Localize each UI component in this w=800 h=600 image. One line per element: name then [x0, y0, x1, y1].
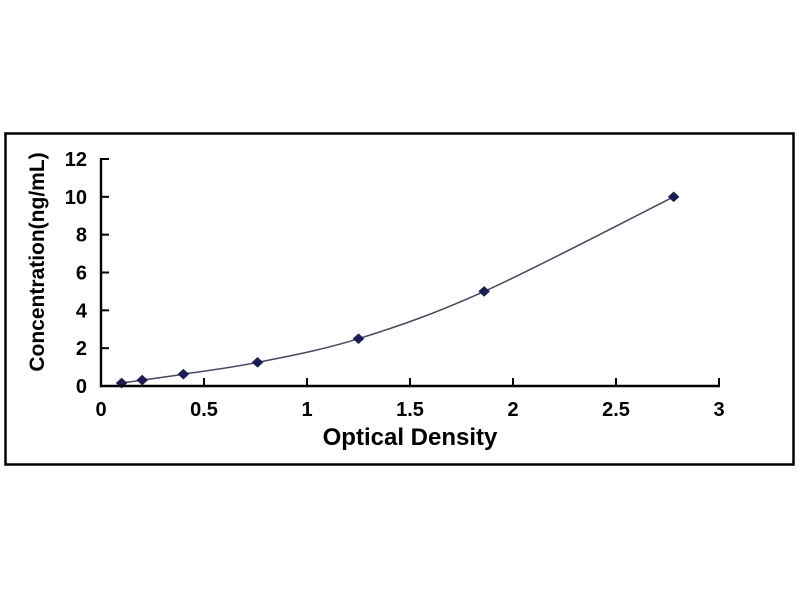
y-tick-label: 2	[76, 338, 87, 360]
y-tick-label: 10	[65, 187, 87, 209]
x-tick-label: 1.5	[396, 399, 424, 421]
y-tick-label: 8	[76, 225, 87, 247]
y-tick-label: 12	[65, 149, 87, 171]
data-point	[136, 374, 148, 386]
x-tick-label: 0.5	[190, 399, 218, 421]
chart-frame	[4, 132, 795, 466]
x-axis-title: Optical Density	[323, 424, 498, 451]
data-point	[478, 286, 490, 297]
series-line	[121, 196, 675, 384]
x-tick-label: 1	[301, 399, 312, 421]
y-tick-label: 6	[76, 263, 87, 285]
y-tick-label: 0	[76, 376, 87, 398]
y-tick-label: 4	[76, 300, 88, 322]
data-point	[352, 333, 365, 345]
data-point	[251, 357, 264, 368]
x-tick-label: 0	[95, 399, 106, 421]
y-axis-title: Concentration(ng/mL)	[26, 152, 49, 371]
data-point	[667, 191, 680, 203]
x-tick-label: 2	[507, 399, 518, 421]
x-tick-label: 2.5	[602, 399, 630, 421]
y-axis-ticks: 0 2 4 6 8 10 12	[65, 149, 109, 398]
x-axis-ticks: 0 0.5 1 1.5 2 2.5 3	[95, 378, 725, 421]
data-point	[177, 368, 190, 380]
x-tick-label: 3	[713, 399, 724, 421]
